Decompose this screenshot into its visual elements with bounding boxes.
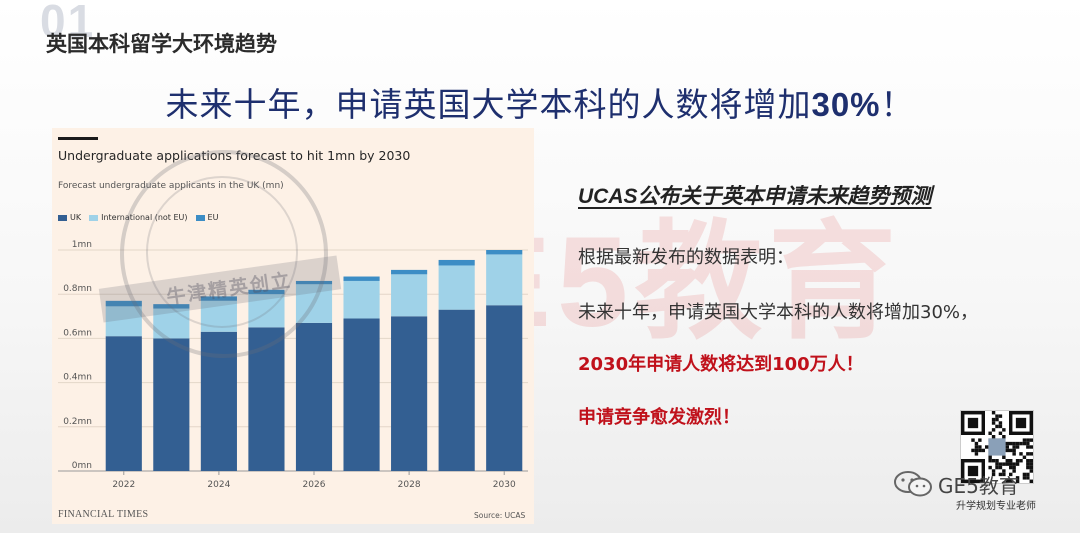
- bar-international-not-eu-2028: [391, 274, 428, 317]
- bar-uk-2027: [343, 318, 380, 471]
- chart-source: Source: UCAS: [474, 511, 526, 520]
- x-tick-label-2026: 2026: [303, 480, 326, 490]
- bar-international-not-eu-2025: [248, 294, 285, 328]
- bar-uk-2026: [295, 322, 333, 471]
- bar-international-not-eu-2022: [105, 306, 142, 337]
- bar-international-not-eu-2023: [153, 308, 190, 339]
- bar-international-not-eu-2026: [295, 284, 333, 323]
- bar-eu-2024: [200, 296, 237, 301]
- legend-label-uk: UK: [70, 213, 82, 222]
- info-line-2: 未来十年，申请英国大学本科的人数将增加30%，: [578, 302, 979, 323]
- chart-plot: 0mn 0.2mn 0.4mn 0.6mn 0.8mn 1mn 2022 2024 2026 20…: [58, 240, 528, 490]
- y-tick-label-5: 1mn: [72, 240, 92, 250]
- wechat-icon: [894, 471, 932, 497]
- bar-eu-2025: [248, 289, 285, 295]
- legend-swatch-international: [89, 214, 99, 221]
- y-tick-label-2: 0.4mn: [63, 373, 92, 383]
- info-title-zh: 公布关于英本申请未来趋势预测: [637, 184, 932, 208]
- info-line-4: 申请竞争愈发激烈！: [578, 407, 740, 428]
- headline-percent: 30%: [811, 86, 881, 123]
- legend-item-uk: UK: [58, 213, 81, 222]
- ft-brand: FINANCIAL TIMES: [58, 509, 149, 520]
- bar-eu-2026: [295, 280, 333, 285]
- legend-label-international: International (not EU): [101, 213, 188, 222]
- bar-uk-2029: [438, 309, 475, 471]
- info-title: UCAS公布关于英本申请未来趋势预测: [578, 180, 932, 210]
- bar-international-not-eu-2027: [343, 280, 380, 319]
- brand-label: GE5教育: [938, 474, 1019, 498]
- y-tick-label-1: 0.2mn: [63, 417, 92, 427]
- qr-center-logo: [988, 438, 1006, 456]
- legend-item-eu: EU: [195, 213, 219, 222]
- legend-label-eu: EU: [207, 213, 219, 222]
- legend-swatch-eu: [195, 214, 205, 221]
- headline: 未来十年，申请英国大学本科的人数将增加30%！: [0, 78, 1080, 126]
- bar-uk-2023: [153, 338, 190, 471]
- bar-eu-2028: [391, 269, 428, 275]
- info-title-en: UCAS: [578, 185, 638, 208]
- headline-prefix: 未来十年，申请英国大学本科的人数将增加: [165, 85, 812, 124]
- bar-uk-2025: [248, 327, 285, 471]
- chart-top-rule: [58, 137, 98, 140]
- y-tick-label-0: 0mn: [72, 461, 92, 471]
- x-tick-label-2022: 2022: [112, 480, 135, 490]
- info-line-3: 2030年申请人数将达到100万人！: [578, 354, 864, 375]
- bar-international-not-eu-2024: [200, 300, 237, 332]
- legend-swatch-uk: [58, 214, 67, 221]
- bar-uk-2028: [391, 316, 428, 471]
- bar-eu-2023: [153, 304, 190, 309]
- chart-legend: UK International (not EU) EU: [58, 213, 218, 222]
- qr-code: [960, 410, 1034, 484]
- bar-international-not-eu-2030: [486, 254, 523, 306]
- x-tick-label-2028: 2028: [398, 480, 421, 490]
- bar-eu-2030: [486, 250, 523, 255]
- headline-suffix: ！: [880, 85, 915, 124]
- y-tick-label-3: 0.6mn: [63, 328, 92, 338]
- brand-tagline: 升学规划专业老师: [956, 501, 1036, 512]
- bar-eu-2029: [438, 259, 475, 266]
- info-line-1: 根据最新发布的数据表明：: [578, 247, 794, 268]
- bar-uk-2022: [105, 336, 142, 471]
- slide-number: 01: [40, 0, 96, 47]
- bar-eu-2022: [105, 300, 142, 307]
- chart-subtitle: Forecast undergraduate applicants in the…: [58, 181, 284, 191]
- chart-card: Undergraduate applications forecast to h…: [52, 128, 534, 524]
- bar-international-not-eu-2029: [438, 265, 475, 310]
- chart-title: Undergraduate applications forecast to h…: [58, 148, 411, 163]
- section-title: 英国本科留学大环境趋势: [46, 32, 277, 56]
- legend-item-international: International (not EU): [89, 213, 188, 222]
- bar-uk-2024: [200, 331, 237, 471]
- y-tick-label-4: 0.8mn: [63, 284, 92, 294]
- x-tick-label-2024: 2024: [207, 480, 230, 490]
- x-tick-label-2030: 2030: [493, 480, 516, 490]
- bar-eu-2027: [343, 276, 380, 281]
- bar-uk-2030: [486, 305, 523, 471]
